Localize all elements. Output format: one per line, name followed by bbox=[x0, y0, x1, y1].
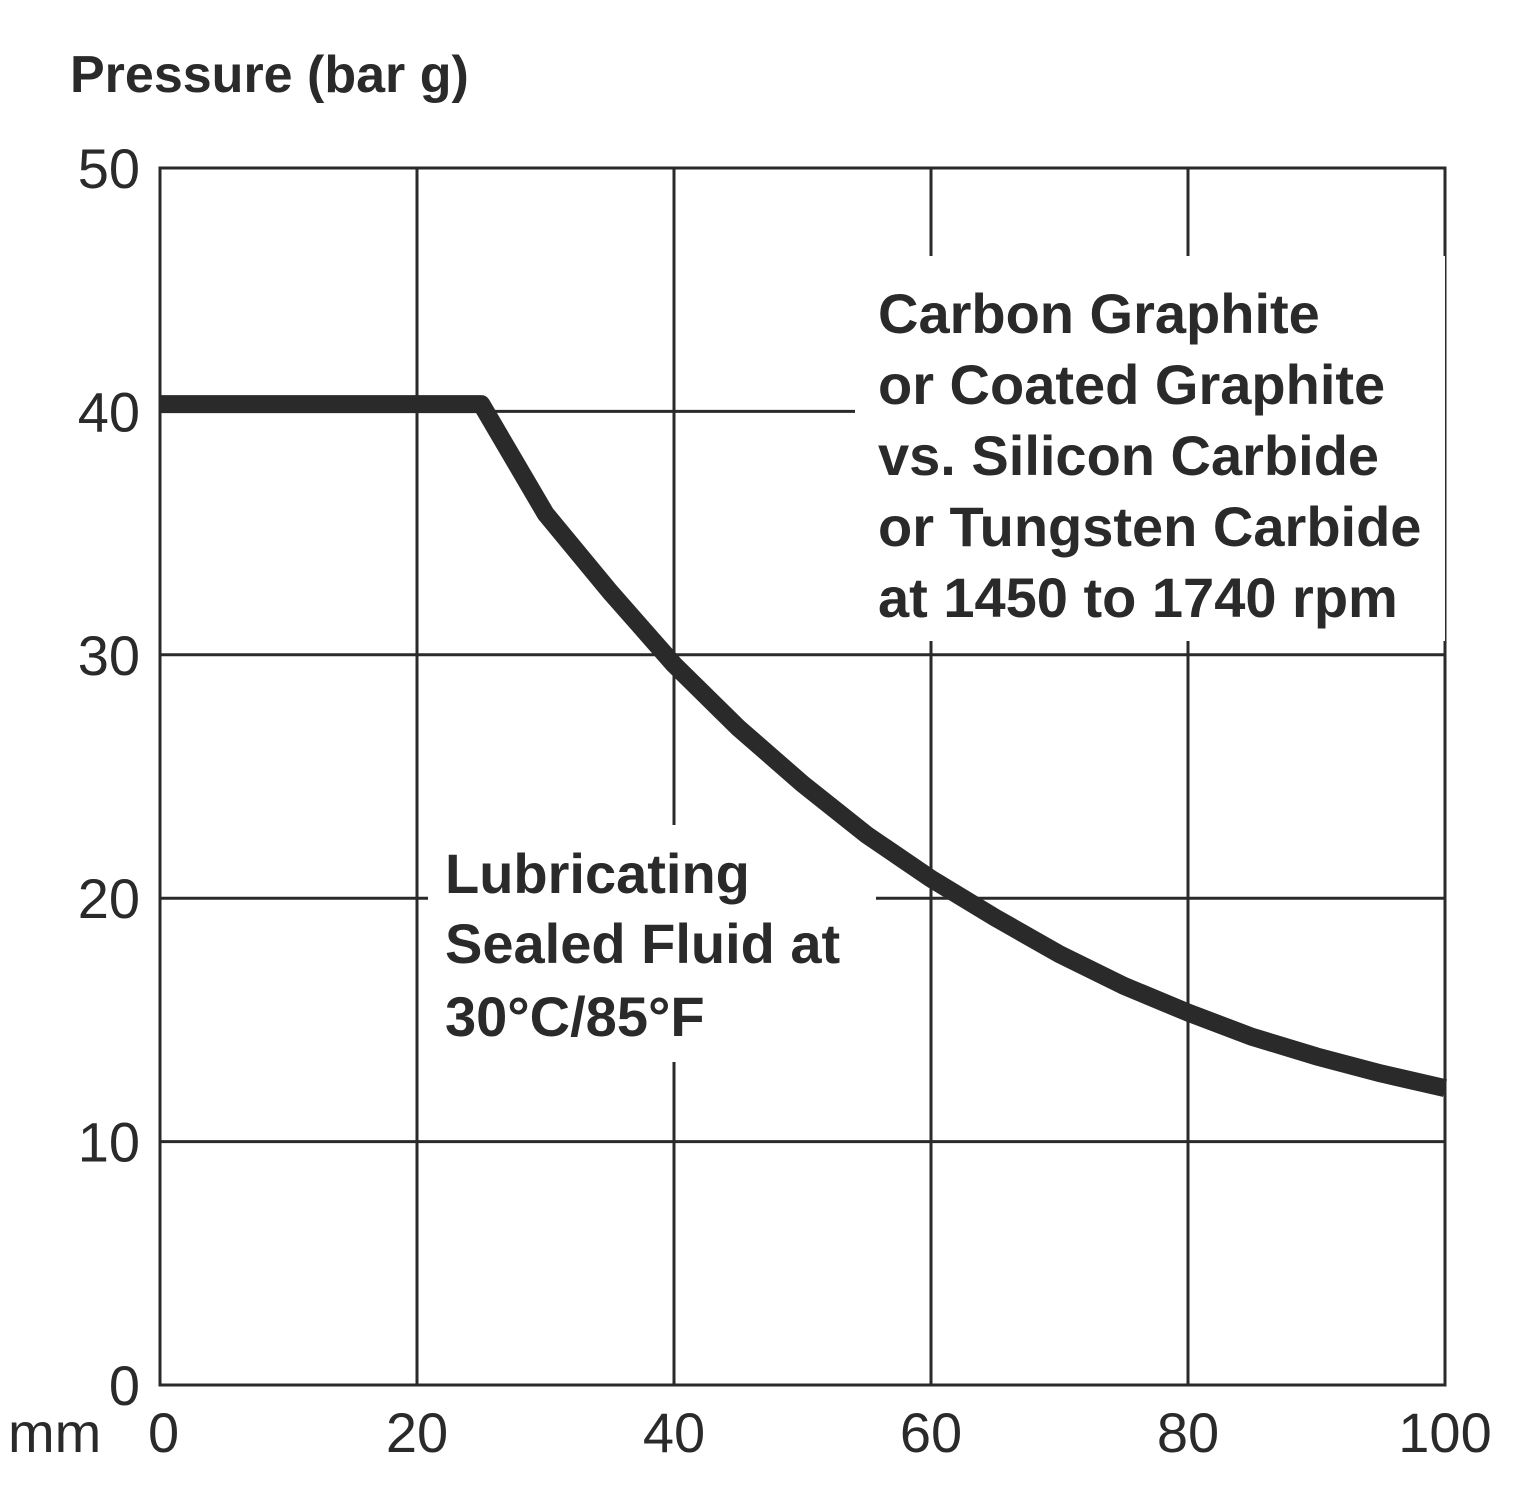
y-tick-label: 50 bbox=[78, 137, 140, 200]
tick-labels: 0 20 40 60 80 100 0 10 20 30 40 50 bbox=[78, 137, 1492, 1464]
annotation-materials-line-3: vs. Silicon Carbide bbox=[878, 424, 1379, 487]
annotation-fluid: Lubricating Sealed Fluid at 30°C/85°F bbox=[445, 842, 856, 1048]
annotation-fluid-line-3: 30°C/85°F bbox=[445, 985, 705, 1048]
annotation-fluid-line-1: Lubricating bbox=[445, 842, 750, 905]
x-tick-label: 0 bbox=[148, 1401, 179, 1464]
y-tick-label: 10 bbox=[78, 1111, 140, 1174]
x-tick-label: 80 bbox=[1157, 1401, 1219, 1464]
x-tick-label: 100 bbox=[1398, 1401, 1491, 1464]
y-tick-label: 30 bbox=[78, 624, 140, 687]
plot-frame bbox=[158, 166, 1447, 1387]
x-tick-label: 20 bbox=[386, 1401, 448, 1464]
annotation-materials-line-1: Carbon Graphite bbox=[878, 282, 1320, 345]
annotation-materials-line-2: or Coated Graphite bbox=[878, 353, 1385, 416]
annotation-fluid-line-2: Sealed Fluid at bbox=[445, 912, 840, 975]
annotation-backgrounds bbox=[428, 256, 1445, 1062]
x-tick-label: 60 bbox=[900, 1401, 962, 1464]
y-tick-label: 40 bbox=[78, 380, 140, 443]
x-tick-label: 40 bbox=[643, 1401, 705, 1464]
annotation-materials: Carbon Graphite or Coated Graphite vs. S… bbox=[878, 282, 1437, 629]
annotation-materials-line-4: or Tungsten Carbide bbox=[878, 495, 1421, 558]
y-tick-label: 20 bbox=[78, 867, 140, 930]
annotation-materials-line-5: at 1450 to 1740 rpm bbox=[878, 566, 1398, 629]
x-axis-unit-label: mm bbox=[8, 1401, 101, 1464]
annotation-2-background bbox=[428, 825, 876, 1062]
series-line-0 bbox=[160, 395, 1448, 1097]
series-group bbox=[160, 395, 1448, 1097]
y-tick-label: 0 bbox=[109, 1354, 140, 1417]
y-axis-title: Pressure (bar g) bbox=[70, 46, 469, 104]
annotation-1-background bbox=[855, 256, 1445, 641]
